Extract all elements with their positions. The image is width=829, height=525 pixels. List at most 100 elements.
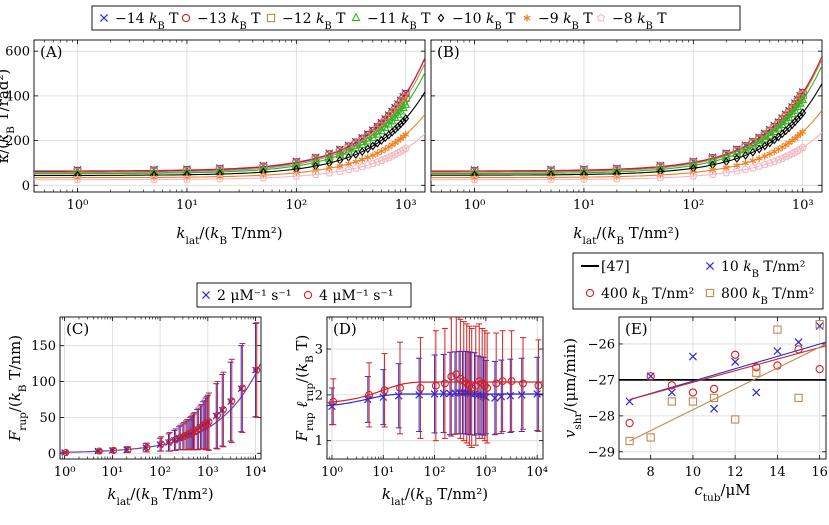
data-point [253,366,261,374]
x-tick-label: 10⁰ [464,198,486,213]
panel-c: 10⁰ 10¹ 10² 10³ 10⁴ 0 50 100 150 (C) klat/(kB T/nm… [6,316,266,508]
data-point [384,153,393,161]
data-point [478,379,487,388]
data-point [667,388,676,397]
data-point [369,141,377,151]
x-axis-label: klat/(kB T/nm²) [382,485,488,508]
x-axis-label: klat/(kB T/nm²) [107,485,213,508]
series-8-k-b-t [431,132,822,184]
fit-curve [34,57,425,172]
y-tick-label: −26 [588,337,615,352]
data-point [765,158,774,167]
data-point [364,153,372,162]
data-point [467,384,476,392]
data-point [752,363,761,372]
data-point [62,448,70,457]
fit-curve [327,393,543,407]
y-tick-label: 100 [31,375,56,390]
data-point [259,173,268,182]
data-point [324,153,334,162]
data-point [416,384,425,392]
x-tick-label: 10² [424,465,446,480]
data-point [328,402,336,411]
data-point [773,325,782,334]
data-point [447,372,456,381]
legend-entry-label: −8 kB T [612,11,667,32]
data-point [507,377,516,386]
fit-curve [431,56,822,172]
data-point [483,384,492,392]
data-point [656,173,665,182]
data-point [205,418,213,426]
data-point [462,379,471,388]
data-point [546,175,556,183]
x-tick-label: 10⁰ [54,465,76,480]
x-tick-label: 10³ [475,465,497,480]
data-point [689,171,698,180]
legend-entry-marker [351,12,361,22]
legend-entry-label: 400 kB T/nm² [601,286,694,307]
data-point [799,108,807,118]
data-point [470,175,479,184]
plot-frame [326,316,544,460]
y-tick-label: 400 [5,89,30,104]
legend-entry-label: −11 kB T [367,11,431,32]
panel-d: 10⁰ 10¹ 10² 10³ 10⁴ 1 2 3 (D) klat/(kB T/nm²) Frup… [293,316,548,508]
x-tick-label: 10³ [197,465,219,480]
x-tick-label: 10¹ [101,465,123,480]
data-point [796,144,805,153]
data-point [373,138,381,148]
y-axis-label: Frup ℓrup/(kB T) [293,335,316,443]
y-tick-label: −29 [588,445,615,460]
series-2-m-s [328,350,541,436]
legend-frame [91,5,741,31]
data-point [519,379,527,388]
data-point [612,174,621,183]
data-point [625,418,634,428]
data-point [124,446,132,454]
series-14-k-b-t [431,56,822,175]
data-point [731,350,740,359]
legend-entry-marker [596,13,606,22]
panel-label: (E) [625,320,648,338]
data-point [399,116,407,126]
data-point [755,154,763,163]
data-point [731,415,740,424]
fit-curve [431,65,822,175]
legend-entry-label: 10 kB T/nm² [721,259,805,280]
data-point [689,159,698,168]
data-point [399,145,408,154]
data-point [61,449,69,456]
series-400-k-b-t-nm [625,345,826,428]
data-point [123,446,131,454]
data-point [142,444,150,451]
panel-b: 10⁰ 10¹ 10² 10³ (B) klat/(kB T/nm²) [430,39,823,247]
y-tick-label: 50 [39,411,56,426]
fit-line [629,345,826,401]
fit-line [629,341,826,401]
legend-entry-marker [303,290,313,300]
x-axis-label: ctub/μM [694,481,750,504]
data-point [731,357,740,366]
x-tick-label: 10¹ [176,198,198,213]
legend-entry-label: −9 kB T [538,11,593,32]
data-point [368,159,377,168]
data-point [778,154,787,162]
data-point [722,168,731,177]
data-point [325,164,333,172]
data-point [710,404,719,413]
legend-entry-label: −14 kB T [115,11,179,32]
data-point [166,438,174,446]
data-point [709,393,719,403]
data-point [752,388,761,397]
data-point [749,147,757,157]
x-tick-label: 10⁰ [321,465,343,480]
plot-frame [430,39,823,193]
data-point [373,157,382,166]
panel-d-content [327,317,543,449]
data-point [252,366,259,374]
legend-entry-marker [99,13,109,23]
fit-curve [34,57,425,172]
data-point [311,155,320,165]
series-800-k-b-t-nm [625,320,826,446]
